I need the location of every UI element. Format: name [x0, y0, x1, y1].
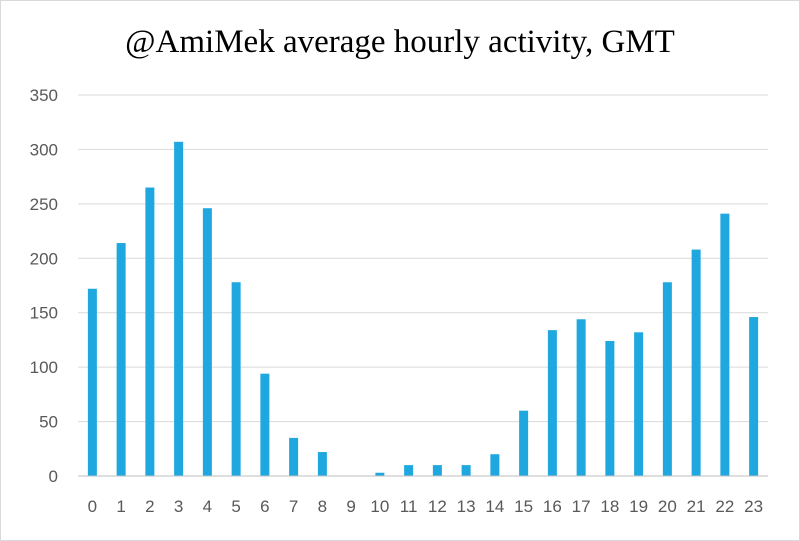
bar-11 — [404, 465, 414, 476]
x-tick-label: 0 — [88, 497, 97, 516]
y-tick-label: 350 — [30, 86, 58, 105]
bar-10 — [375, 472, 385, 476]
y-tick-label: 50 — [39, 413, 58, 432]
bar-18 — [605, 341, 615, 476]
x-tick-label: 2 — [145, 497, 154, 516]
bar-23 — [749, 317, 759, 476]
bar-5 — [231, 282, 241, 476]
x-tick-label: 8 — [318, 497, 327, 516]
x-tick-label: 14 — [485, 497, 504, 516]
x-tick-label: 18 — [600, 497, 619, 516]
x-tick-label: 6 — [260, 497, 269, 516]
x-tick-label: 22 — [715, 497, 734, 516]
bar-15 — [519, 410, 529, 476]
bar-21 — [691, 249, 701, 476]
x-tick-label: 10 — [370, 497, 389, 516]
x-tick-label: 23 — [744, 497, 763, 516]
x-tick-label: 4 — [203, 497, 212, 516]
y-tick-label: 150 — [30, 304, 58, 323]
y-tick-label: 100 — [30, 358, 58, 377]
bar-14 — [490, 454, 500, 476]
bar-16 — [547, 330, 557, 476]
bar-17 — [576, 319, 586, 476]
y-tick-label: 300 — [30, 140, 58, 159]
bar-6 — [260, 373, 270, 476]
bar-7 — [289, 437, 299, 476]
chart-title: @AmiMek average hourly activity, GMT — [125, 24, 675, 60]
x-tick-label: 21 — [687, 497, 706, 516]
x-tick-label: 12 — [428, 497, 447, 516]
x-tick-label: 1 — [116, 497, 125, 516]
y-tick-label: 200 — [30, 249, 58, 268]
x-tick-label: 16 — [543, 497, 562, 516]
x-tick-label: 20 — [658, 497, 677, 516]
bar-8 — [317, 452, 327, 476]
bar-3 — [174, 141, 184, 476]
y-tick-label: 250 — [30, 195, 58, 214]
x-tick-label: 17 — [572, 497, 591, 516]
x-tick-label: 7 — [289, 497, 298, 516]
x-tick-label: 19 — [629, 497, 648, 516]
bar-19 — [634, 332, 644, 476]
x-tick-label: 11 — [400, 497, 418, 516]
bar-1 — [116, 243, 126, 476]
bar-22 — [720, 213, 730, 476]
x-tick-label: 9 — [346, 497, 355, 516]
x-tick-label: 3 — [174, 497, 183, 516]
x-tick-label: 5 — [231, 497, 240, 516]
bar-0 — [87, 288, 97, 476]
bar-2 — [145, 187, 155, 476]
bar-4 — [202, 208, 212, 476]
x-tick-label: 13 — [457, 497, 476, 516]
bar-20 — [662, 282, 672, 476]
y-tick-label: 0 — [49, 467, 58, 486]
x-tick-label: 15 — [514, 497, 533, 516]
bar-12 — [432, 465, 442, 476]
bar-13 — [461, 465, 471, 476]
